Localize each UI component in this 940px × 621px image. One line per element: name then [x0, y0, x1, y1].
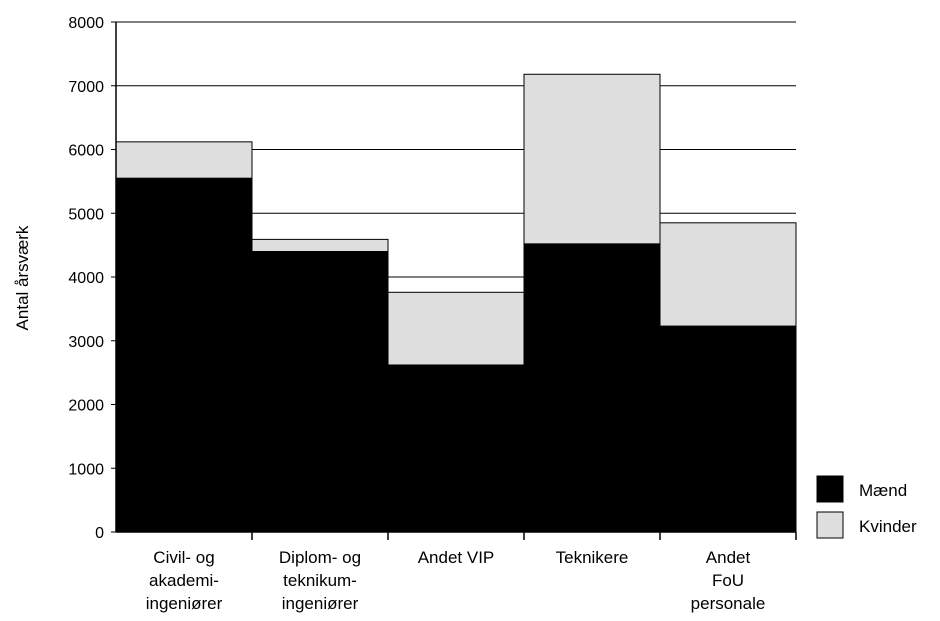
- category-label-line: Civil- og: [153, 548, 214, 567]
- bar-kvinder-0: [115, 141, 253, 179]
- bar-maend-0: [115, 177, 253, 533]
- bar-kvinder-4: [659, 222, 797, 327]
- bar-kvinder-2: [387, 291, 525, 366]
- y-axis-title: Antal årsværk: [13, 225, 32, 330]
- y-tick-label: 2000: [68, 398, 104, 415]
- category-label: Civil- og akademi-ingeniører: [146, 548, 223, 613]
- bar-maend-3: [523, 243, 661, 533]
- category-label-line: Andet: [706, 548, 751, 567]
- bar-kvinder-3: [523, 73, 661, 245]
- legend-label-maend: Mænd: [859, 481, 907, 500]
- category-label-line: Diplom- og: [279, 548, 361, 567]
- axes: [111, 21, 797, 540]
- bar-maend-1: [251, 251, 389, 533]
- category-label: Andet FoU personale: [691, 548, 766, 613]
- category-label-line: teknikum-: [283, 571, 357, 590]
- y-tick-label: 3000: [68, 334, 104, 351]
- category-label: Andet VIP: [418, 548, 495, 567]
- y-tick-label: 8000: [68, 15, 104, 32]
- bars: [115, 73, 797, 533]
- category-label-line: personale: [691, 594, 766, 613]
- category-label-line: FoU: [712, 571, 744, 590]
- y-tick-label: 1000: [68, 461, 104, 478]
- legend: Mænd Kvinder: [816, 475, 917, 539]
- bar-maend-2: [387, 364, 525, 533]
- category-label-line: Andet VIP: [418, 548, 495, 567]
- y-tick-labels: 0 1000 2000 3000 4000 5000 6000 7000 8000: [68, 15, 104, 542]
- category-label-line: akademi-: [149, 571, 219, 590]
- bar-kvinder-1: [251, 238, 389, 252]
- category-labels: Civil- og akademi-ingeniører Diplom- og tek…: [146, 548, 766, 613]
- bar-maend-4: [659, 325, 797, 533]
- legend-swatch-maend: [816, 475, 844, 503]
- y-tick-label: 4000: [68, 270, 104, 287]
- category-label-line: Teknikere: [556, 548, 629, 567]
- category-label-line: ingeniører: [146, 594, 223, 613]
- legend-label-kvinder: Kvinder: [859, 517, 917, 536]
- category-label: Teknikere: [556, 548, 629, 567]
- legend-swatch-kvinder: [816, 511, 844, 539]
- category-label-line: ingeniører: [282, 594, 359, 613]
- y-tick-label: 0: [95, 525, 104, 542]
- category-label: Diplom- og teknikum-ingeniører: [279, 548, 361, 613]
- y-tick-label: 7000: [68, 79, 104, 96]
- y-tick-label: 6000: [68, 143, 104, 160]
- y-tick-label: 5000: [68, 206, 104, 223]
